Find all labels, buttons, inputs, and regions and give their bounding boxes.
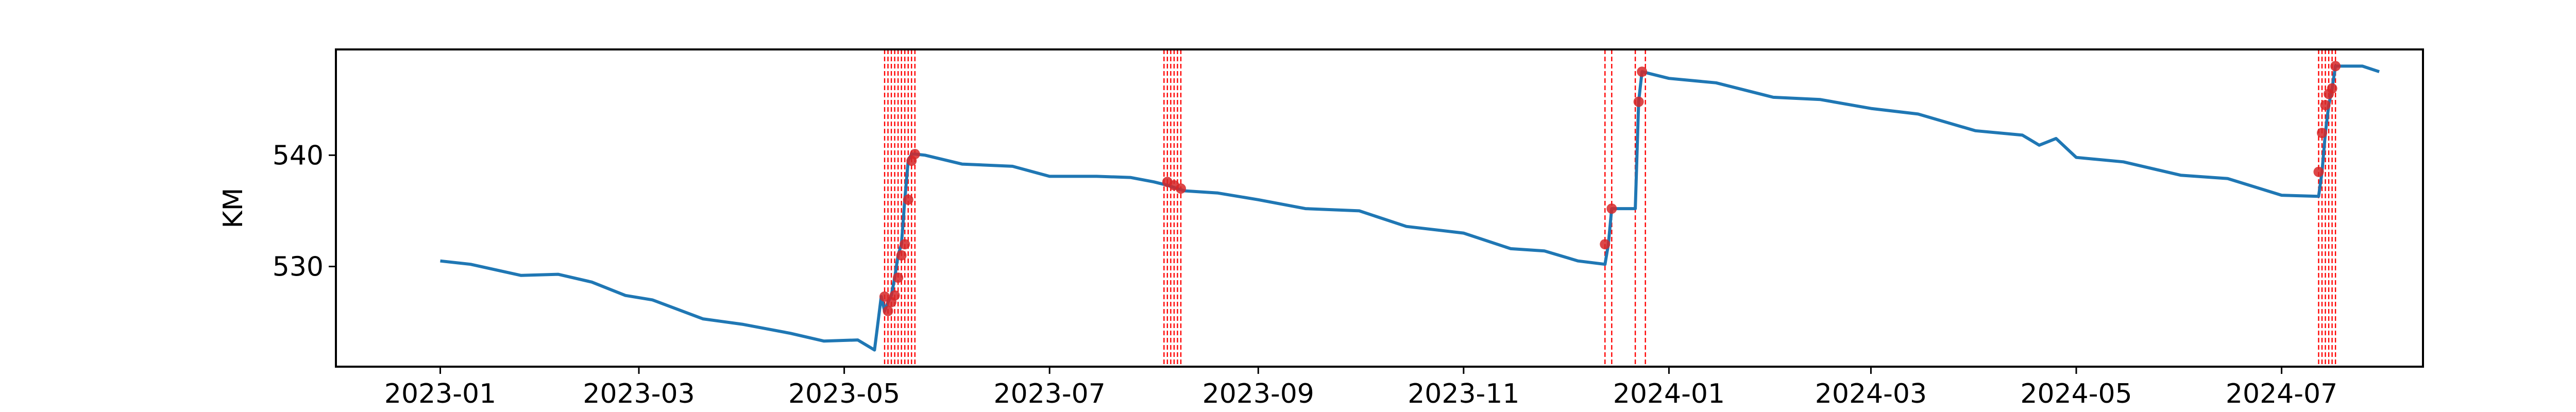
marker-point [2320,100,2331,111]
marker-point [893,272,904,283]
x-tick-label: 2023-07 [994,379,1106,409]
x-tick-label: 2024-01 [1613,379,1725,409]
x-tick-label: 2023-03 [583,379,694,409]
series-line [440,64,2380,352]
y-tick-label: 530 [273,251,324,282]
marker-point [1176,183,1187,194]
marker-point [2313,166,2324,177]
marker-point [2327,83,2337,94]
x-tick-label: 2023-11 [1408,379,1519,409]
x-axis: 2023-01 2023-03 2023-05 2023-07 2023-09 2023-… [384,367,2337,409]
marker-point [1637,66,1648,77]
x-tick-label: 2024-05 [2020,379,2132,409]
marker-point [1633,96,1644,107]
y-tick-label: 540 [273,140,324,171]
marker-point [2330,61,2341,72]
x-tick-label: 2023-09 [1202,379,1314,409]
y-axis: 530 540 [273,140,336,282]
x-tick-label: 2023-05 [788,379,900,409]
marker-points-group [879,61,2341,316]
marker-point [896,250,907,261]
x-tick-label: 2024-07 [2226,379,2337,409]
marker-point [903,194,913,205]
y-axis-label: KM [218,188,249,229]
marker-point [889,290,900,301]
marker-point [900,239,910,250]
marker-point [883,305,893,316]
marker-point [909,149,920,160]
plot-frame [335,48,2424,368]
series-line-group [440,64,2380,352]
marker-point [1606,203,1617,214]
marker-point [2316,128,2327,139]
marker-point [1600,239,1611,250]
x-tick-label: 2024-03 [1815,379,1927,409]
x-tick-label: 2023-01 [384,379,496,409]
